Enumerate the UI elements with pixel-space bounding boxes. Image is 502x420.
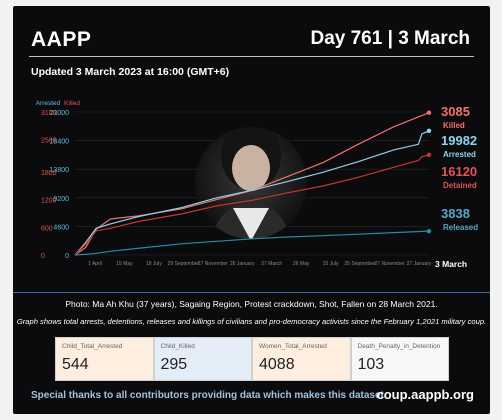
- x-tick-label: 26 January: [230, 261, 255, 267]
- series-end-marker-detained: [426, 152, 432, 157]
- y-left-axis-title: Arrested: [36, 100, 61, 107]
- stat-label: Death_Penalty_in_Detention: [357, 343, 441, 350]
- series-final-value: 3838: [441, 206, 470, 221]
- x-tick-label: 26 May: [293, 261, 310, 267]
- stat-label: Women_Total_Arrested: [259, 343, 327, 350]
- org-title: AAPP: [31, 28, 92, 51]
- x-tick-label: 18 July: [146, 261, 162, 267]
- x-tick-label: 15 May: [116, 261, 133, 267]
- y-left-tick-label: 18400: [50, 139, 70, 146]
- series-end-marker-arrested: [426, 128, 432, 133]
- x-tick-label: 1 April: [88, 261, 102, 267]
- x-tick-label: 27 March: [261, 261, 282, 267]
- series-line-released: [74, 230, 430, 256]
- graph-caption: Graph shows total arrests, detentions, r…: [16, 317, 487, 326]
- y-left-tick-label: 0: [65, 253, 69, 260]
- stat-women-total-arrested: Women_Total_Arrested 4088: [252, 337, 351, 381]
- stat-label: Child_Total_Arrested: [62, 343, 123, 350]
- chart-series-lines: [74, 110, 432, 256]
- series-line-detained: [74, 154, 430, 256]
- y-right-tick-label: 2500: [41, 138, 57, 145]
- stat-value: 295: [160, 356, 188, 373]
- x-tick-label: 27 November: [198, 261, 228, 267]
- series-name-label: Detained: [443, 181, 477, 190]
- y-left-tick-label: 23000: [50, 110, 70, 117]
- chart-end-labels: 3085 Killed 19982 Arrested 16120 Detained 3838…: [441, 104, 478, 232]
- series-end-marker-released: [426, 228, 432, 234]
- y-left-tick-label: 9200: [53, 196, 69, 203]
- series-end-marker-killed: [426, 110, 432, 115]
- thanks-note: Special thanks to all contributors provi…: [31, 390, 387, 401]
- stat-label: Child_Killed: [160, 343, 195, 350]
- footer-divider: [13, 292, 490, 293]
- photo-caption: Photo: Ma Ah Khu (37 years), Sagaing Reg…: [65, 299, 438, 309]
- series-final-value: 16120: [441, 164, 477, 179]
- x-end-label: 3 March: [435, 259, 467, 269]
- series-line-arrested: [74, 130, 430, 256]
- stat-death-penalty: Death_Penalty_in_Detention 103: [350, 337, 449, 381]
- series-final-value: 3085: [441, 104, 470, 119]
- stat-child-killed: Child_Killed 295: [153, 337, 252, 381]
- y-right-axis-title: Killed: [64, 100, 80, 107]
- y-right-tick-label: 600: [41, 225, 53, 232]
- x-tick-label: 29 September: [168, 261, 200, 267]
- updated-timestamp: Updated 3 March 2023 at 16:00 (GMT+6): [31, 66, 230, 78]
- y-left-tick-label: 4600: [53, 224, 69, 231]
- series-name-label: Killed: [443, 121, 465, 130]
- y-right-tick-label: 3100: [41, 110, 57, 117]
- website-link[interactable]: coup.aappb.org: [376, 387, 475, 402]
- y-right-tick-label: 1800: [41, 170, 57, 177]
- y-right-tick-label: 0: [41, 253, 45, 260]
- x-tick-label: 25 July: [323, 261, 339, 267]
- stat-value: 544: [62, 356, 89, 373]
- stat-value: 103: [357, 356, 385, 373]
- stats-row: Child_Total_Arrested 544 Child_Killed 29…: [55, 337, 449, 381]
- day-date-title: Day 761 | 3 March: [310, 28, 470, 49]
- x-tick-label: 25 September: [344, 261, 376, 267]
- stat-child-total-arrested: Child_Total_Arrested 544: [55, 337, 154, 381]
- x-tick-label: 27 November: [375, 261, 405, 267]
- y-right-tick-label: 1200: [41, 198, 57, 205]
- infographic-card: AAPP Day 761 | 3 March Updated 3 March 2…: [13, 6, 490, 414]
- series-name-label: Arrested: [443, 150, 476, 159]
- header-divider: [29, 56, 474, 57]
- series-final-value: 19982: [441, 133, 477, 148]
- series-name-label: Released: [443, 223, 478, 232]
- x-tick-label: 27 January: [407, 261, 432, 267]
- y-left-tick-label: 13800: [50, 167, 70, 174]
- stat-value: 4088: [259, 356, 295, 373]
